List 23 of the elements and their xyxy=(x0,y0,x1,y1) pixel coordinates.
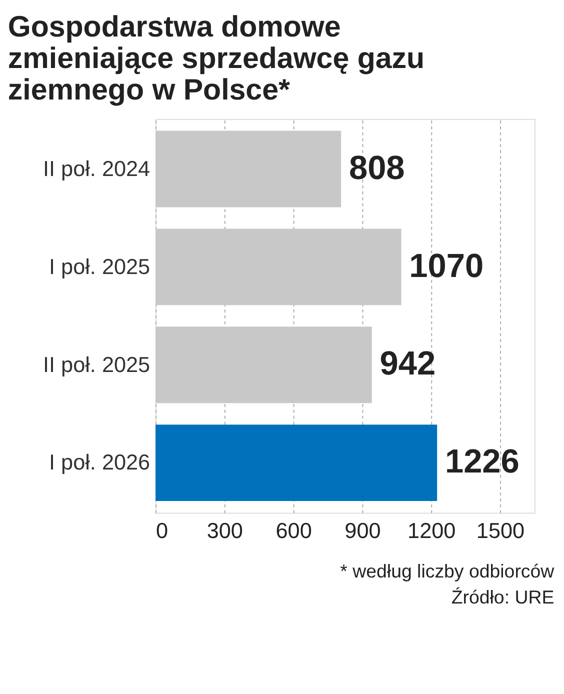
text: zmieniające sprzedawcę gazu xyxy=(8,42,425,75)
data-label: 808 xyxy=(348,150,405,187)
text: Gospodarstwa domowe xyxy=(8,10,341,44)
data-label: 1070 xyxy=(409,248,484,285)
text: ziemnego w Polsce* xyxy=(8,73,290,106)
y-tick-label: I poł. 2025 xyxy=(49,254,150,279)
bar xyxy=(156,326,372,404)
y-tick-label: II poł. 2025 xyxy=(43,352,150,377)
text: Źródło: URE xyxy=(451,586,554,608)
x-tick-label: 600 xyxy=(276,518,312,543)
x-tick-label: 0 xyxy=(156,518,168,543)
text: * według liczby odbiorców xyxy=(340,560,555,582)
x-tick-label: 1200 xyxy=(408,518,456,543)
data-label: 1226 xyxy=(444,444,520,481)
x-tick-label: 300 xyxy=(206,518,243,543)
y-tick-label: I poł. 2026 xyxy=(49,450,150,475)
data-label: 942 xyxy=(380,346,436,383)
y-tick-label: II poł. 2024 xyxy=(43,156,150,181)
bar xyxy=(156,130,342,208)
x-tick-label: 900 xyxy=(344,518,381,543)
x-tick-label: 1500 xyxy=(476,518,525,543)
bar xyxy=(156,228,402,306)
bar xyxy=(156,424,438,502)
